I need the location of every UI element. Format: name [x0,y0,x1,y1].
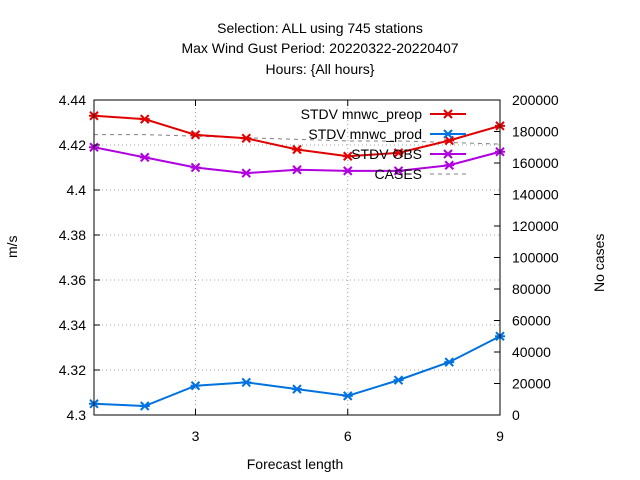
legend-marker-stdv-obs [443,149,453,159]
data-point-stdv-mnwc-preop [139,114,150,124]
legend-marker-stdv-mnwc-prod [443,129,453,139]
data-point-stdv-mnwc-prod [241,377,252,388]
legend-label-stdv-mnwc-prod: STDV mnwc_prod [308,126,422,142]
y-tick-label: 4.42 [59,137,86,153]
series-line-cases [94,134,501,145]
data-point-stdv-mnwc-prod [393,375,404,385]
data-point-stdv-mnwc-prod [444,357,455,367]
x-tick-label: 9 [496,428,504,444]
x-tick-label: 6 [344,428,352,444]
y-tick-label: 4.4 [67,182,87,198]
chart-title-line-3: Hours: {All hours} [265,61,375,77]
y2-tick-label: 160000 [512,155,559,171]
y2-tick-label: 100000 [512,250,559,266]
grid-lines [94,100,500,415]
y2-tick-label: 140000 [512,187,559,203]
data-point-stdv-obs [241,168,252,178]
series-line-stdv-mnwc-prod [93,335,501,408]
chart-title-line-1: Selection: ALL using 745 stations [217,20,423,36]
data-point-stdv-mnwc-prod [292,384,302,394]
legend-label-stdv-mnwc-preop: STDV mnwc_preop [301,106,423,122]
y2-tick-label: 60000 [512,313,551,329]
data-point-stdv-mnwc-prod [190,381,201,391]
series-layer [89,111,505,411]
y-tick-label: 4.36 [59,272,86,288]
y2-tick-label: 80000 [512,281,551,297]
x-axis-label: Forecast length [246,456,344,472]
legend-label-cases: CASES [375,166,422,182]
data-point-stdv-obs [292,165,302,175]
y2-tick-label: 180000 [512,124,559,140]
y2-tick-label: 0 [512,407,520,423]
legend: STDV mnwc_preop STDV mnwc_prod STDV OBS CAS… [301,106,466,182]
y-tick-label: 4.32 [59,362,86,378]
data-point-stdv-mnwc-prod [342,391,353,401]
data-point-stdv-mnwc-prod [139,401,150,411]
y2-tick-label: 40000 [512,344,551,360]
y2-tick-label: 120000 [512,218,559,234]
data-point-stdv-mnwc-preop [444,135,455,146]
chart-title-line-2: Max Wind Gust Period: 20220322-20220407 [181,40,459,56]
data-point-stdv-obs [444,160,455,170]
data-point-stdv-obs [190,162,201,173]
data-point-stdv-mnwc-preop [292,144,302,155]
y-tick-label: 4.34 [59,317,86,333]
legend-label-stdv-obs: STDV OBS [351,146,422,162]
y2-tick-label: 200000 [512,92,559,108]
y-tick-label: 4.44 [59,92,86,108]
data-point-stdv-obs [342,166,353,176]
y-axis-label-right: No cases [591,233,607,292]
y2-tick-label: 20000 [512,376,551,392]
data-point-stdv-mnwc-preop [241,133,252,143]
y-tick-label: 4.38 [59,227,86,243]
data-point-stdv-obs [393,166,404,176]
y-axis-label-left: m/s [4,235,20,258]
y-tick-label: 4.3 [67,407,87,423]
plot-frame [93,99,501,416]
x-tick-label: 3 [192,428,200,444]
data-point-stdv-mnwc-preop [190,130,201,140]
legend-marker-stdv-mnwc-preop [443,109,453,119]
axis-ticks: 4.3 4.32 4.34 4.36 4.38 4.4 4.42 4.44 0 20000 4000… [59,92,559,444]
data-point-stdv-obs [139,152,150,163]
data-point-stdv-mnwc-preop [342,151,353,161]
data-point-stdv-mnwc-preop [393,148,404,158]
